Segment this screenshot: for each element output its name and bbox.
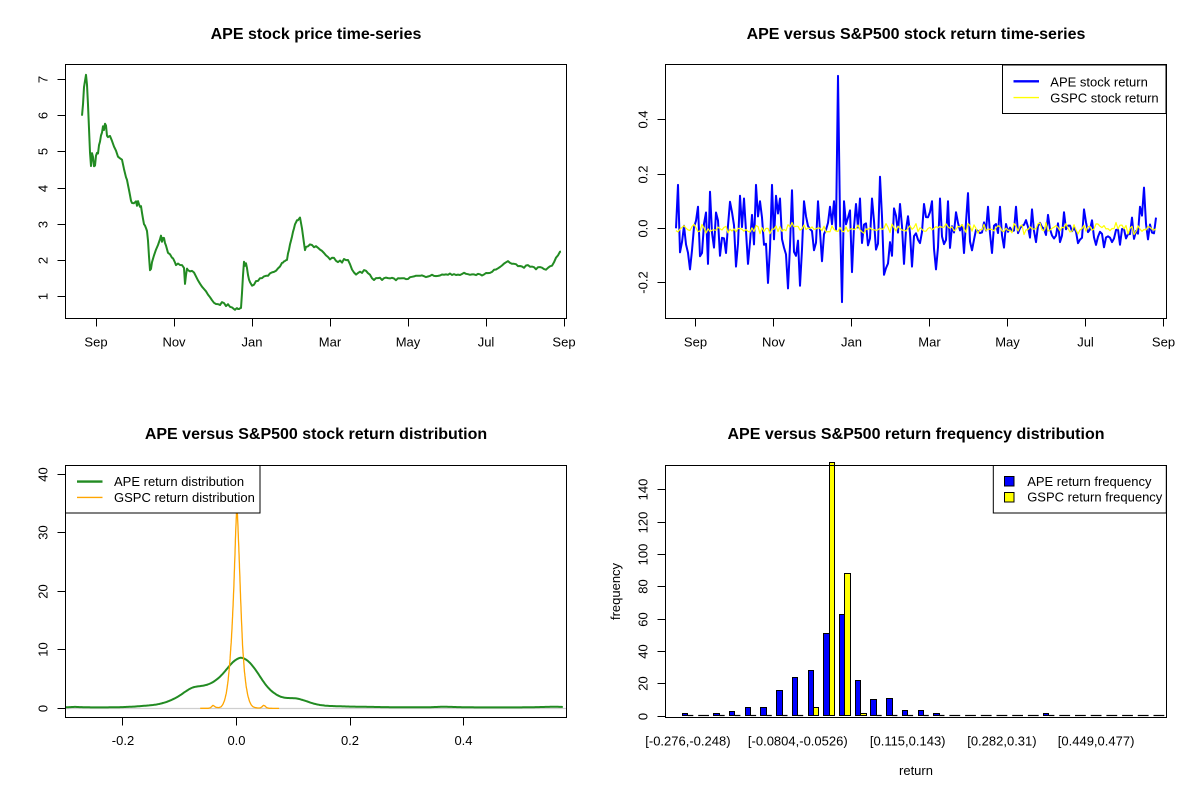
svg-text:0.4: 0.4 bbox=[636, 110, 651, 128]
svg-text:5: 5 bbox=[36, 148, 51, 155]
svg-text:0: 0 bbox=[636, 713, 651, 720]
svg-text:Mar: Mar bbox=[319, 335, 342, 350]
svg-text:frequency: frequency bbox=[608, 562, 623, 620]
svg-text:Mar: Mar bbox=[918, 335, 941, 350]
svg-text:4: 4 bbox=[36, 185, 51, 192]
svg-text:20: 20 bbox=[636, 676, 651, 690]
svg-text:return: return bbox=[899, 763, 933, 778]
svg-text:0.0: 0.0 bbox=[227, 733, 245, 748]
svg-text:1: 1 bbox=[36, 293, 51, 300]
svg-text:APE return distribution: APE return distribution bbox=[114, 474, 244, 489]
svg-text:7: 7 bbox=[36, 76, 51, 83]
svg-text:APE stock price time-series: APE stock price time-series bbox=[211, 26, 422, 43]
svg-text:Nov: Nov bbox=[762, 335, 786, 350]
svg-text:APE return frequency: APE return frequency bbox=[1027, 474, 1152, 489]
svg-text:100: 100 bbox=[636, 544, 651, 566]
svg-text:140: 140 bbox=[636, 479, 651, 501]
svg-text:Jul: Jul bbox=[1077, 335, 1094, 350]
svg-text:APE stock return: APE stock return bbox=[1050, 74, 1148, 89]
svg-text:Sep: Sep bbox=[552, 335, 575, 350]
svg-text:Sep: Sep bbox=[1152, 335, 1175, 350]
svg-text:10: 10 bbox=[36, 642, 51, 656]
svg-text:60: 60 bbox=[636, 612, 651, 626]
svg-text:80: 80 bbox=[636, 579, 651, 593]
svg-text:-0.2: -0.2 bbox=[636, 271, 651, 293]
svg-text:0.2: 0.2 bbox=[341, 733, 359, 748]
svg-text:Jan: Jan bbox=[841, 335, 862, 350]
svg-text:APE versus S&P500 stock return: APE versus S&P500 stock return time-seri… bbox=[747, 26, 1086, 43]
svg-text:0.4: 0.4 bbox=[454, 733, 472, 748]
svg-text:6: 6 bbox=[36, 112, 51, 119]
svg-text:Jul: Jul bbox=[478, 335, 495, 350]
svg-text:40: 40 bbox=[36, 467, 51, 481]
svg-text:30: 30 bbox=[36, 525, 51, 539]
svg-text:APE versus S&P500 stock return: APE versus S&P500 stock return distribut… bbox=[145, 426, 487, 443]
svg-text:20: 20 bbox=[36, 584, 51, 598]
svg-text:3: 3 bbox=[36, 221, 51, 228]
svg-text:[-0.276,-0.248): [-0.276,-0.248) bbox=[645, 734, 730, 749]
svg-text:0.2: 0.2 bbox=[636, 165, 651, 183]
svg-text:May: May bbox=[995, 335, 1020, 350]
svg-text:-0.2: -0.2 bbox=[112, 733, 134, 748]
svg-text:May: May bbox=[396, 335, 421, 350]
svg-text:GSPC return distribution: GSPC return distribution bbox=[114, 490, 255, 505]
svg-text:[0.449,0.477): [0.449,0.477) bbox=[1058, 734, 1135, 749]
svg-text:40: 40 bbox=[636, 644, 651, 658]
svg-text:0.0: 0.0 bbox=[636, 219, 651, 237]
svg-text:GSPC return frequency: GSPC return frequency bbox=[1027, 490, 1163, 505]
svg-text:Sep: Sep bbox=[684, 335, 707, 350]
svg-text:2: 2 bbox=[36, 257, 51, 264]
svg-text:Jan: Jan bbox=[242, 335, 263, 350]
svg-text:120: 120 bbox=[636, 512, 651, 534]
svg-text:Nov: Nov bbox=[162, 335, 186, 350]
svg-text:GSPC stock return: GSPC stock return bbox=[1050, 90, 1158, 105]
svg-text:[0.115,0.143): [0.115,0.143) bbox=[870, 734, 946, 749]
svg-text:0: 0 bbox=[36, 705, 51, 712]
svg-text:Sep: Sep bbox=[84, 335, 107, 350]
svg-text:APE versus S&P500 return frequ: APE versus S&P500 return frequency distr… bbox=[728, 426, 1105, 443]
svg-text:[0.282,0.31): [0.282,0.31) bbox=[967, 734, 1036, 749]
svg-text:[-0.0804,-0.0526): [-0.0804,-0.0526) bbox=[748, 734, 848, 749]
